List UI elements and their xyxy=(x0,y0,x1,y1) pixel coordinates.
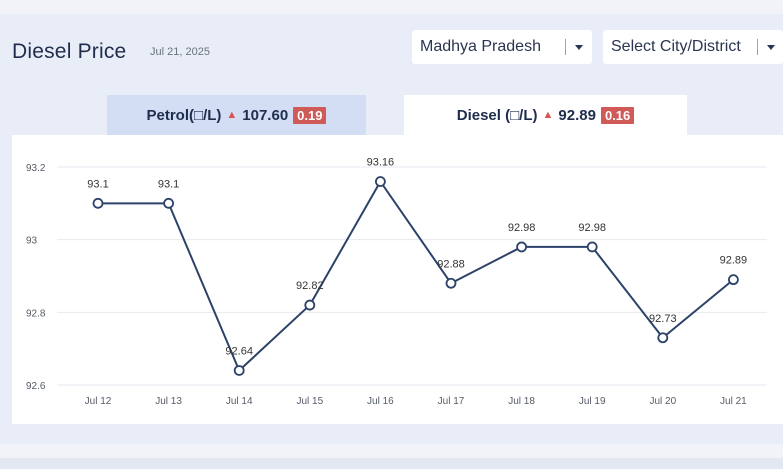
data-point xyxy=(163,197,175,209)
data-point xyxy=(304,299,316,311)
chevron-down-icon[interactable] xyxy=(575,45,583,50)
series-line xyxy=(98,180,735,372)
tab-petrol[interactable]: Petrol(□/L) ▲ 107.60 0.19 xyxy=(107,95,366,135)
data-point xyxy=(586,241,598,253)
data-label: 92.73 xyxy=(649,313,677,325)
tab-petrol-change-badge: 0.19 xyxy=(293,106,327,124)
data-point xyxy=(92,197,104,209)
data-point xyxy=(233,365,245,376)
page-title: Diesel Price xyxy=(12,40,127,63)
data-label: 93.1 xyxy=(158,178,179,190)
data-point xyxy=(516,241,528,253)
bottom-divider xyxy=(0,458,783,469)
price-chart: 92.6 92.8 93 93.2 Jul 12 Jul 13 Jul 14 Jul 15 Ju… xyxy=(12,135,783,424)
data-label: 92.64 xyxy=(225,345,253,357)
data-point xyxy=(657,332,669,344)
city-select-divider xyxy=(757,39,758,55)
price-up-icon: ▲ xyxy=(226,109,238,121)
page-date: Jul 21, 2025 xyxy=(150,46,210,58)
data-label: 93.16 xyxy=(367,157,395,169)
state-select[interactable]: Madhya Pradesh xyxy=(412,30,592,64)
data-label: 92.82 xyxy=(296,280,324,292)
x-tick-label: Jul 16 xyxy=(367,396,394,407)
tab-diesel-change-badge: 0.16 xyxy=(600,106,635,124)
data-label: 92.89 xyxy=(720,255,748,267)
x-tick-label: Jul 12 xyxy=(85,396,112,407)
data-label: 92.98 xyxy=(508,222,536,234)
y-tick-label: 93.2 xyxy=(26,163,46,174)
x-tick-label: Jul 13 xyxy=(155,396,182,407)
data-point xyxy=(728,274,739,286)
price-up-icon: ▲ xyxy=(542,109,554,121)
tab-diesel-label: Diesel (□/L) xyxy=(456,106,538,124)
x-tick-label: Jul 14 xyxy=(226,396,253,407)
chevron-down-icon[interactable] xyxy=(767,45,775,50)
data-label: 93.1 xyxy=(87,178,108,190)
y-tick-label: 93 xyxy=(26,236,38,247)
city-select[interactable]: Select City/District xyxy=(603,30,783,64)
x-tick-label: Jul 19 xyxy=(579,396,606,407)
tab-petrol-price: 107.60 xyxy=(242,106,289,124)
tab-diesel[interactable]: Diesel (□/L) ▲ 92.89 0.16 xyxy=(404,95,687,135)
data-point xyxy=(445,277,457,289)
x-tick-label: Jul 15 xyxy=(296,396,323,407)
price-line-chart: 92.6 92.8 93 93.2 Jul 12 Jul 13 Jul 14 Jul 15 Ju… xyxy=(26,157,767,407)
data-label: 92.88 xyxy=(437,258,465,270)
data-point xyxy=(374,176,386,187)
x-tick-label: Jul 21 xyxy=(720,396,747,407)
x-tick-label: Jul 17 xyxy=(438,396,465,407)
tab-diesel-price: 92.89 xyxy=(558,106,596,124)
data-label: 92.98 xyxy=(578,222,606,234)
tab-petrol-label: Petrol(□/L) xyxy=(146,106,222,124)
y-tick-label: 92.6 xyxy=(26,381,46,392)
x-tick-label: Jul 20 xyxy=(649,396,676,407)
y-tick-label: 92.8 xyxy=(26,308,46,319)
state-select-divider xyxy=(565,39,566,55)
x-tick-label: Jul 18 xyxy=(508,396,535,407)
state-select-label: Madhya Pradesh xyxy=(420,38,541,55)
city-select-label: Select City/District xyxy=(611,38,741,55)
